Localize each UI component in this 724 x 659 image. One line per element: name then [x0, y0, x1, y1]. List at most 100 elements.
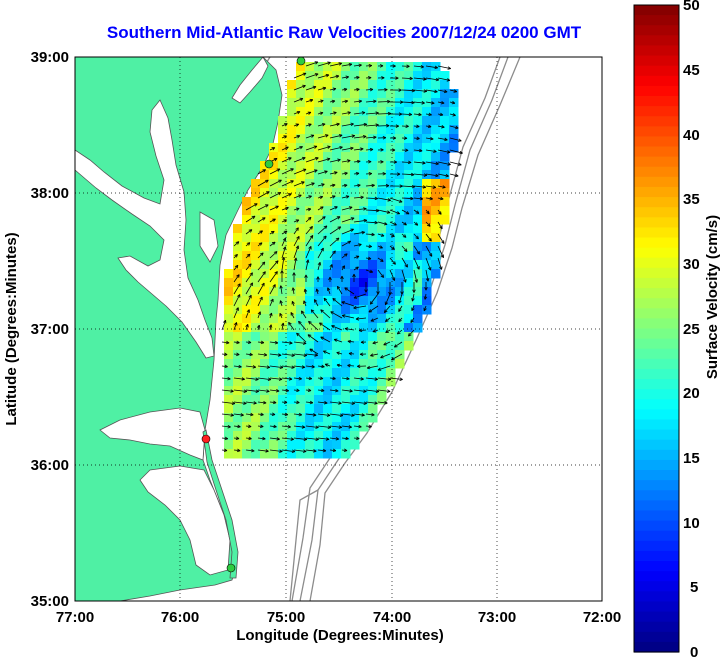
- velocity-cell: [314, 242, 324, 252]
- velocity-cell: [341, 134, 351, 144]
- velocity-vector-head: [337, 216, 341, 220]
- velocity-cell: [368, 251, 378, 261]
- velocity-vector-head: [303, 341, 307, 344]
- velocity-vector-head: [248, 340, 252, 343]
- velocity-vector: [334, 339, 343, 343]
- velocity-vector-head: [310, 309, 313, 313]
- velocity-vector: [437, 101, 445, 104]
- velocity-vector-head: [397, 172, 401, 175]
- velocity-cell: [332, 377, 342, 387]
- velocity-vector: [317, 262, 321, 271]
- velocity-cell: [341, 305, 351, 315]
- colorbar: 50 45 40 35 30 25 20 15 10 5 0 Surface V…: [633, 0, 721, 659]
- colorbar-band: [634, 156, 679, 168]
- velocity-vector-head: [338, 401, 342, 404]
- velocity-cell: [287, 251, 297, 261]
- velocity-cell: [269, 206, 279, 216]
- velocity-vector-head: [383, 309, 386, 313]
- velocity-vector-head: [295, 227, 299, 230]
- velocity-cell: [350, 332, 360, 342]
- velocity-cell: [296, 89, 306, 99]
- velocity-vector: [437, 77, 450, 81]
- velocity-cell: [431, 143, 441, 153]
- velocity-vector-head: [337, 237, 340, 242]
- velocity-vector-head: [287, 424, 291, 428]
- velocity-cell: [332, 62, 342, 72]
- velocity-vector-head: [440, 198, 444, 201]
- velocity-cell: [224, 287, 234, 297]
- velocity-vector-head: [409, 78, 413, 81]
- velocity-vector-head: [428, 254, 433, 257]
- velocity-cell: [269, 296, 279, 306]
- lat-tick-label: 38:00: [31, 185, 69, 202]
- velocity-cell: [377, 107, 387, 117]
- velocity-vector: [257, 389, 270, 392]
- velocity-vector-head: [269, 312, 272, 316]
- velocity-vector: [293, 449, 307, 452]
- velocity-vector-head: [252, 366, 256, 369]
- velocity-vector-head: [288, 193, 292, 197]
- velocity-vector: [425, 233, 432, 242]
- velocity-cell: [305, 80, 315, 90]
- velocity-vector: [281, 246, 286, 259]
- velocity-vector-head: [351, 415, 355, 417]
- velocity-cell: [314, 296, 324, 306]
- velocity-vector-head: [303, 169, 307, 172]
- velocity-cell: [323, 278, 333, 288]
- velocity-vector-head: [316, 276, 319, 280]
- velocity-cell: [341, 323, 351, 333]
- velocity-vector-head: [435, 161, 439, 165]
- velocity-vector: [288, 322, 295, 331]
- velocity-cell: [404, 152, 414, 162]
- velocity-cell: [413, 152, 423, 162]
- velocity-cell: [332, 341, 342, 351]
- velocity-vector: [305, 99, 314, 103]
- velocity-vector-head: [276, 260, 279, 264]
- velocity-cell: [269, 269, 279, 279]
- velocity-cell: [296, 449, 306, 459]
- velocity-cell: [377, 170, 387, 180]
- velocity-vector: [329, 159, 341, 163]
- velocity-cell: [350, 116, 360, 126]
- velocity-vector: [281, 365, 295, 368]
- velocity-vector-head: [395, 124, 399, 127]
- velocity-cell: [377, 251, 387, 261]
- velocity-vector-head: [417, 235, 419, 240]
- velocity-cell: [368, 269, 378, 279]
- velocity-cell: [395, 323, 405, 333]
- velocity-vector-head: [424, 287, 427, 291]
- velocity-vector-head: [308, 376, 313, 380]
- velocity-vector: [353, 160, 361, 163]
- velocity-cell: [395, 287, 405, 297]
- velocity-vector-head: [427, 278, 430, 282]
- velocity-vector-head: [326, 437, 330, 440]
- velocity-cell: [332, 224, 342, 234]
- velocity-cell: [395, 125, 405, 135]
- velocity-vector-head: [342, 314, 346, 316]
- colorbar-band: [634, 540, 679, 552]
- velocity-vector-head: [284, 219, 287, 223]
- velocity-cell: [431, 206, 441, 216]
- velocity-cell: [224, 377, 234, 387]
- velocity-vector-head: [380, 148, 384, 151]
- velocity-cell: [323, 332, 333, 342]
- colorbar-band: [634, 581, 679, 592]
- x-axis-label: Longitude (Degrees:Minutes): [236, 627, 444, 644]
- velocity-cell: [278, 134, 288, 144]
- velocity-vector: [425, 185, 436, 188]
- velocity-vector-head: [370, 355, 374, 357]
- velocity-vector-head: [360, 195, 364, 198]
- velocity-vector: [330, 311, 343, 319]
- velocity-vector: [320, 309, 331, 319]
- velocity-vector: [281, 123, 288, 127]
- velocity-cell: [269, 170, 279, 180]
- velocity-vector-head: [350, 123, 354, 127]
- velocity-cell: [287, 215, 297, 225]
- velocity-vector-head: [320, 390, 325, 393]
- velocity-vector-head: [254, 203, 258, 207]
- velocity-vector-head: [356, 87, 360, 90]
- velocity-cell: [395, 89, 405, 99]
- velocity-cell: [287, 404, 297, 414]
- velocity-vector: [365, 124, 379, 127]
- velocity-vector-head: [263, 217, 266, 221]
